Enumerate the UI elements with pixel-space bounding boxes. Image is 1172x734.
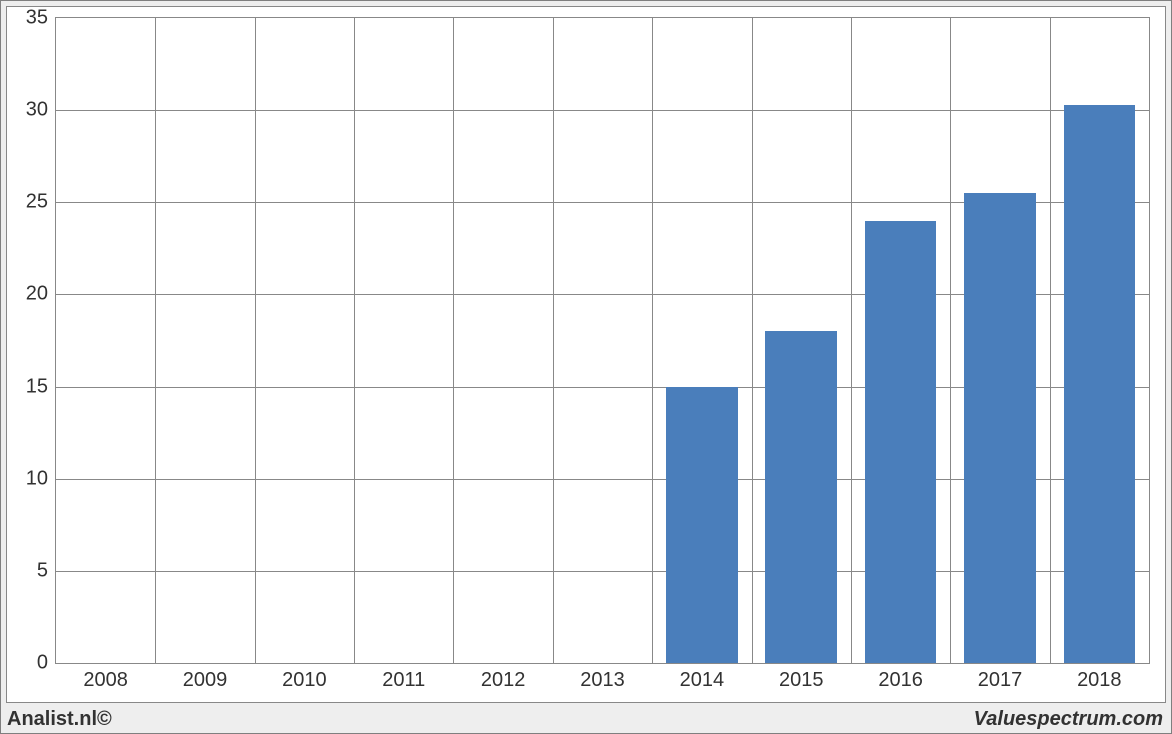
v-gridline	[1050, 18, 1051, 663]
bar	[1064, 105, 1136, 663]
bar	[765, 331, 837, 663]
plot-area: 0510152025303520082009201020112012201320…	[55, 17, 1150, 664]
x-tick-label: 2013	[580, 669, 625, 692]
v-gridline	[155, 18, 156, 663]
x-tick-label: 2012	[481, 669, 526, 692]
footer-right-text: Valuespectrum.com	[974, 708, 1163, 731]
footer-left-text: Analist.nl©	[7, 708, 112, 731]
y-tick-label: 5	[37, 559, 48, 582]
y-tick-label: 35	[26, 7, 48, 30]
v-gridline	[354, 18, 355, 663]
v-gridline	[255, 18, 256, 663]
y-tick-label: 20	[26, 283, 48, 306]
y-tick-label: 30	[26, 99, 48, 122]
y-tick-label: 25	[26, 191, 48, 214]
v-gridline	[950, 18, 951, 663]
x-tick-label: 2014	[680, 669, 725, 692]
x-tick-label: 2015	[779, 669, 824, 692]
x-tick-label: 2017	[978, 669, 1023, 692]
x-tick-label: 2009	[183, 669, 228, 692]
x-tick-label: 2018	[1077, 669, 1122, 692]
x-tick-label: 2008	[83, 669, 128, 692]
chart-outer: 0 5 10 15 20 25 30 35 2008 2009 2010 2011 2012 2013 20…	[0, 0, 1172, 734]
y-tick-label: 10	[26, 467, 48, 490]
x-tick-label: 2016	[878, 669, 923, 692]
bar	[865, 221, 937, 663]
v-gridline	[752, 18, 753, 663]
y-tick-label: 0	[37, 652, 48, 675]
y-tick-label: 15	[26, 375, 48, 398]
v-gridline	[851, 18, 852, 663]
v-gridline	[652, 18, 653, 663]
h-gridline	[56, 110, 1149, 111]
x-tick-label: 2011	[382, 669, 425, 692]
bar	[666, 387, 738, 663]
x-tick-label: 2010	[282, 669, 327, 692]
chart-frame: 0 5 10 15 20 25 30 35 2008 2009 2010 2011 2012 2013 20…	[6, 6, 1166, 703]
v-gridline	[453, 18, 454, 663]
v-gridline	[553, 18, 554, 663]
bar	[964, 193, 1036, 663]
